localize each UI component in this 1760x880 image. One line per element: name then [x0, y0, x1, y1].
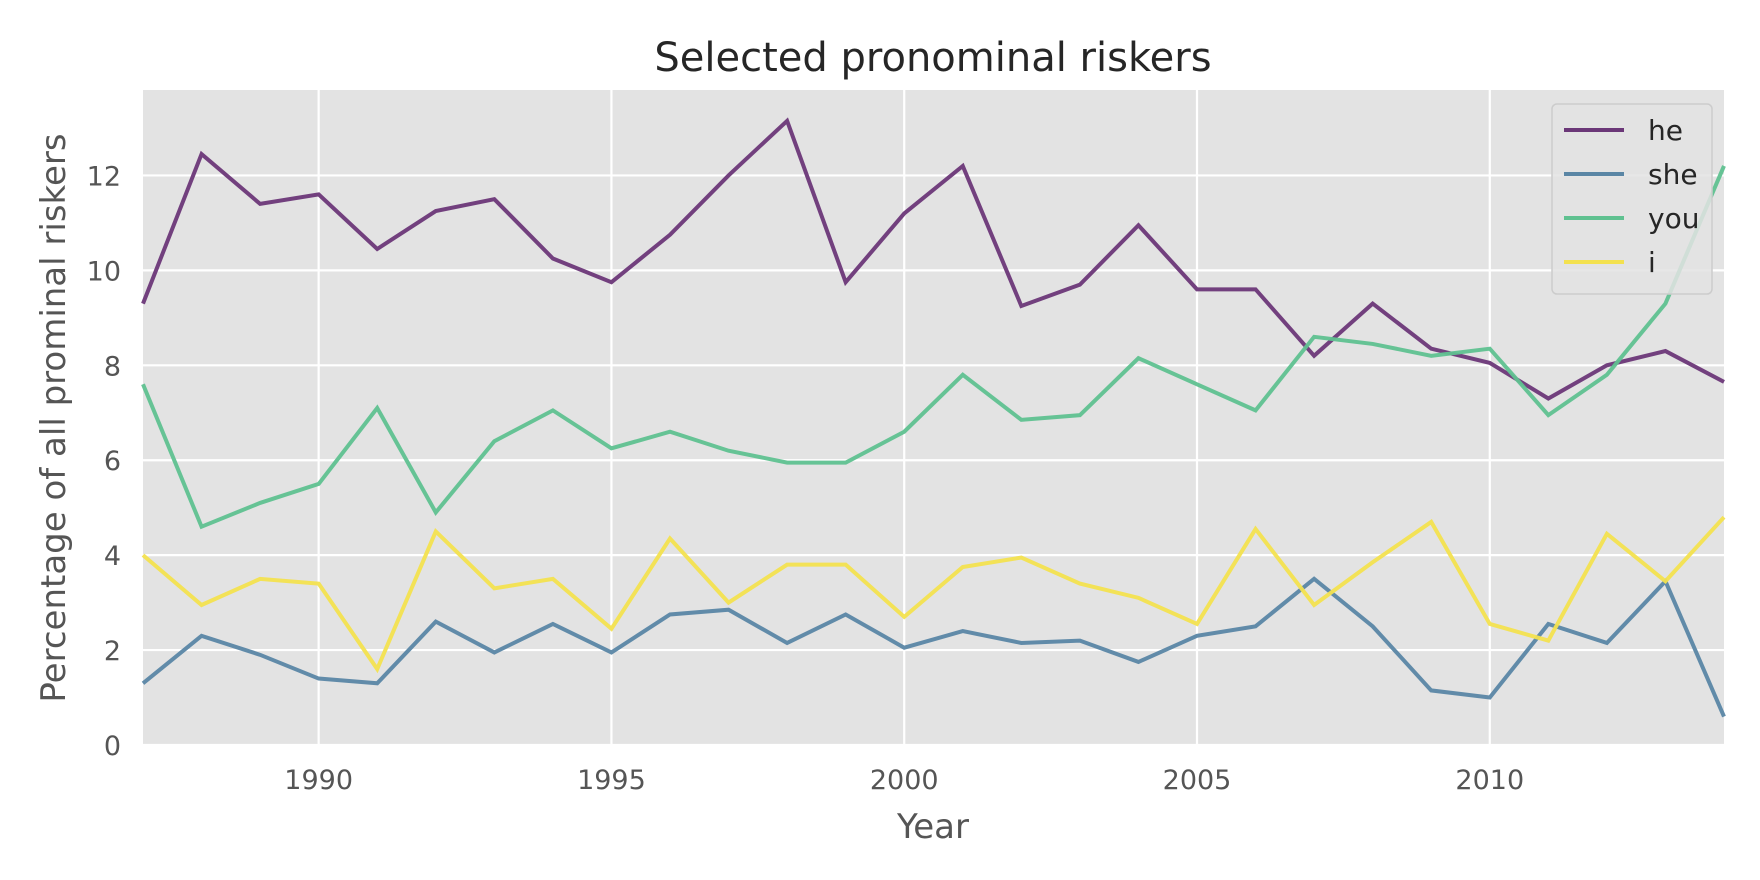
- chart-title: Selected pronominal riskers: [654, 35, 1211, 81]
- tick-labels: 0 2 4 6 8 10 12 1990 1995 2000 2005 2010: [87, 161, 1524, 796]
- x-tick-label: 1995: [577, 765, 646, 796]
- legend-label-she: she: [1648, 158, 1698, 191]
- y-tick-label: 10: [87, 256, 121, 287]
- legend-label-he: he: [1648, 114, 1683, 147]
- x-tick-label: 2005: [1163, 765, 1232, 796]
- x-axis-label: Year: [896, 807, 969, 847]
- y-tick-label: 6: [104, 446, 121, 477]
- plot-area: [143, 90, 1724, 745]
- series-lines: [141, 117, 1726, 718]
- x-tick-label: 1990: [284, 765, 353, 796]
- y-tick-label: 0: [104, 731, 121, 762]
- grid: [143, 90, 1724, 747]
- y-tick-label: 4: [104, 541, 121, 572]
- y-tick-label: 8: [104, 351, 121, 382]
- x-tick-label: 2010: [1455, 765, 1524, 796]
- legend-label-you: you: [1648, 202, 1699, 235]
- legend-box: [1551, 103, 1713, 295]
- y-tick-label: 2: [104, 636, 121, 667]
- legend: he she you i: [1551, 103, 1713, 295]
- y-tick-label: 12: [87, 161, 121, 192]
- legend-label-i: i: [1648, 246, 1656, 279]
- y-axis-label: Percentage of all prominal riskers: [34, 133, 74, 702]
- series-line-you: [141, 165, 1726, 530]
- series-line-he: [141, 117, 1725, 401]
- series-line-she: [141, 576, 1726, 718]
- series-line-i: [141, 515, 1726, 674]
- x-tick-label: 2000: [870, 765, 939, 796]
